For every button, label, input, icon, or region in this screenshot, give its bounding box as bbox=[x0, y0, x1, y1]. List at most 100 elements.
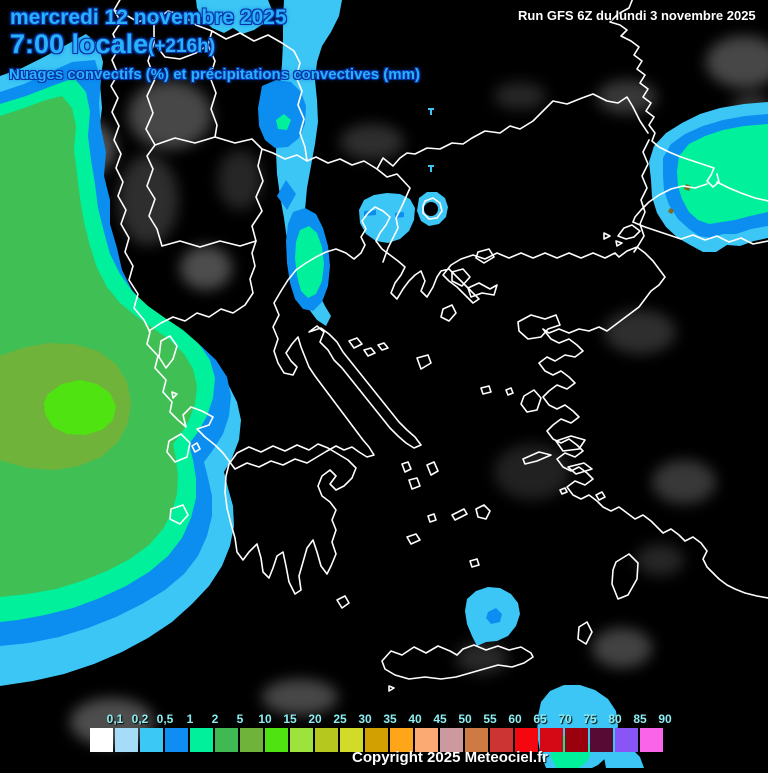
legend-label: 20 bbox=[308, 712, 322, 726]
island-marmara-2 bbox=[615, 240, 623, 247]
island-samothrace bbox=[475, 248, 495, 264]
precip-streak-green-dot bbox=[276, 114, 291, 130]
precip-thess-blob bbox=[359, 193, 415, 243]
precip-marmara-spring bbox=[677, 124, 768, 224]
precip-streak-spring-lower bbox=[295, 226, 324, 298]
island-sporades-3 bbox=[377, 342, 389, 351]
coast-thermaic-loop bbox=[422, 197, 443, 220]
border-bulgaria-macedonia bbox=[261, 148, 378, 170]
island-tinos bbox=[416, 354, 432, 370]
legend-label: 90 bbox=[658, 712, 672, 726]
legend-label: 80 bbox=[608, 712, 622, 726]
island-sporades-2 bbox=[363, 347, 376, 357]
island-kefalonia bbox=[166, 433, 191, 463]
precip-speck-2 bbox=[428, 165, 434, 172]
coast-thracian bbox=[632, 183, 708, 223]
legend-color-box bbox=[215, 728, 238, 752]
date-label: mercredi 12 novembre 2025 bbox=[10, 6, 287, 29]
island-dodecanese-2 bbox=[559, 487, 568, 495]
island-santorini bbox=[469, 558, 480, 568]
legend-color-box bbox=[390, 728, 413, 752]
legend-label: 10 bbox=[258, 712, 272, 726]
legend-color-box bbox=[465, 728, 488, 752]
island-dodecanese-1 bbox=[595, 491, 606, 501]
legend-label: 70 bbox=[558, 712, 572, 726]
precip-streak-blue-diamond bbox=[277, 180, 296, 210]
legend-color-box bbox=[240, 728, 263, 752]
island-paxi bbox=[171, 391, 178, 399]
legend-color-box bbox=[165, 728, 188, 752]
legend-boxes bbox=[90, 728, 665, 752]
border-greece-albania bbox=[148, 240, 257, 332]
legend-label: 75 bbox=[583, 712, 597, 726]
island-paros bbox=[408, 477, 421, 490]
precip-speck-1 bbox=[428, 108, 434, 115]
legend-color-box bbox=[190, 728, 213, 752]
legend-label: 35 bbox=[383, 712, 397, 726]
legend-label: 50 bbox=[458, 712, 472, 726]
legend-color-box bbox=[140, 728, 163, 752]
border-greece-turkey bbox=[633, 139, 650, 253]
thermaic-gulf-water bbox=[424, 202, 438, 216]
legend-label: 65 bbox=[533, 712, 547, 726]
coast-mainland-greece bbox=[110, 0, 768, 599]
island-naxos bbox=[426, 461, 439, 476]
border-montenegro bbox=[113, 9, 155, 23]
island-karpathos bbox=[577, 621, 593, 645]
parameter-subtitle: Nuages convectifs (%) et précipitations … bbox=[9, 66, 420, 83]
legend-label: 30 bbox=[358, 712, 372, 726]
island-gavdos bbox=[388, 685, 395, 692]
legend-color-box bbox=[315, 728, 338, 752]
coast-euboea bbox=[308, 325, 422, 449]
island-corfu bbox=[158, 335, 178, 369]
island-kythira bbox=[336, 595, 350, 609]
legend-label: 55 bbox=[483, 712, 497, 726]
island-zakynthos bbox=[169, 504, 189, 525]
legend-color-box bbox=[415, 728, 438, 752]
legend-label: 0,5 bbox=[156, 712, 174, 726]
legend-label: 45 bbox=[433, 712, 447, 726]
precip-marmara-speck-2 bbox=[668, 208, 674, 214]
island-astypalea bbox=[475, 504, 491, 520]
island-ikaria bbox=[522, 451, 552, 465]
legend-color-box bbox=[490, 728, 513, 752]
coast-peloponnese bbox=[224, 443, 357, 595]
coast-marmara-north bbox=[716, 181, 768, 202]
island-marmara-1 bbox=[603, 232, 611, 240]
island-lesbos bbox=[517, 314, 561, 340]
run-info-label: Run GFS 6Z du lundi 3 novembre 2025 bbox=[518, 8, 756, 23]
legend-scale: 0,1 0,2 0,5 1 2 5 10 15 20 25 30 35 40 45 50 55 60 65 70 75… bbox=[90, 712, 672, 754]
legend-label: 2 bbox=[211, 712, 219, 726]
island-kos bbox=[567, 462, 593, 475]
island-thasos bbox=[451, 268, 471, 287]
convective-cloud-layer bbox=[14, 36, 768, 746]
island-samos bbox=[555, 435, 586, 452]
legend-label: 5 bbox=[236, 712, 244, 726]
precip-west-green bbox=[0, 96, 197, 597]
legend-color-box bbox=[565, 728, 588, 752]
island-amorgos bbox=[451, 508, 468, 521]
forecast-offset-label: (+216h) bbox=[148, 36, 216, 57]
legend-color-box bbox=[365, 728, 388, 752]
island-syros bbox=[401, 461, 412, 473]
border-kosovo-west bbox=[145, 42, 156, 146]
island-ios bbox=[427, 513, 437, 523]
legend-label: 0,1 bbox=[106, 712, 124, 726]
island-milos bbox=[406, 533, 421, 545]
island-psara bbox=[505, 387, 514, 396]
legend-color-box bbox=[340, 728, 363, 752]
legend-color-box bbox=[540, 728, 563, 752]
precip-crete-blob-core bbox=[486, 608, 502, 624]
legend-label: 60 bbox=[508, 712, 522, 726]
precip-streak-blue-upper bbox=[258, 80, 306, 148]
legend-color-box bbox=[515, 728, 538, 752]
border-kosovo-east bbox=[207, 44, 218, 138]
legend-label: 0,2 bbox=[131, 712, 149, 726]
legend-color-box bbox=[640, 728, 663, 752]
precip-top-blob bbox=[196, 0, 272, 34]
legend-color-box bbox=[615, 728, 638, 752]
coast-marmara-south bbox=[632, 221, 768, 245]
